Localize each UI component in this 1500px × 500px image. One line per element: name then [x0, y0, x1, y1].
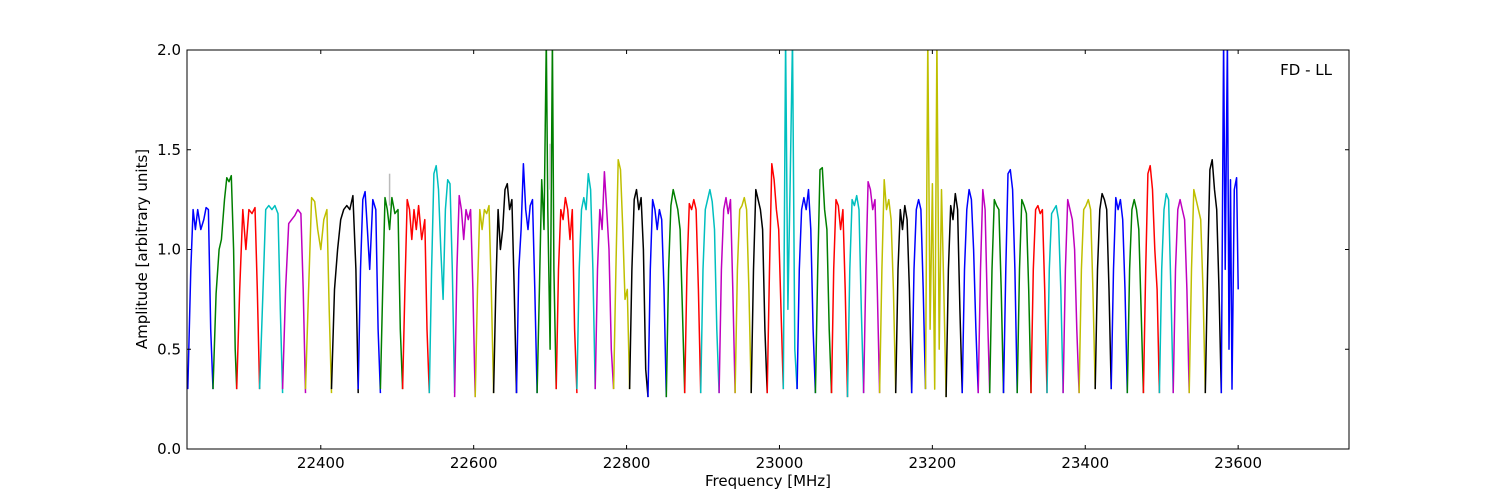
y-tick-label: 2.0 — [157, 41, 181, 59]
series-line-16 — [555, 196, 578, 394]
series-line-22 — [665, 188, 686, 398]
series-line-30 — [796, 188, 817, 394]
series-line-34 — [862, 180, 881, 394]
series-line-42 — [988, 198, 1005, 394]
series-line-50 — [1110, 196, 1129, 394]
series-line-0 — [187, 206, 214, 390]
series-line-32 — [830, 198, 849, 398]
series-line-56 — [1204, 158, 1223, 394]
series-line-14 — [515, 162, 538, 394]
series-line-41 — [977, 188, 991, 394]
series-line-55 — [1188, 188, 1207, 394]
series-line-44 — [1016, 198, 1032, 394]
x-tick-label: 22600 — [450, 454, 498, 472]
x-tick-label: 22800 — [603, 454, 651, 472]
series-line-21 — [647, 198, 668, 398]
series-line-37 — [910, 198, 927, 394]
series-line-27 — [750, 188, 768, 394]
x-tick-label: 23000 — [756, 454, 804, 472]
series-line-20 — [628, 188, 649, 398]
spike-layer — [388, 143, 551, 206]
series-line-2 — [235, 206, 261, 390]
series-line-6 — [330, 194, 359, 394]
series-line-13 — [492, 182, 518, 394]
series-line-36 — [894, 204, 913, 394]
series-line-47 — [1062, 198, 1080, 394]
series-line-28 — [766, 162, 785, 394]
series-line-10 — [428, 164, 456, 394]
series-line-57 — [1220, 50, 1239, 394]
y-tick-label: 1.5 — [157, 141, 181, 159]
series-line-35 — [878, 178, 897, 394]
x-tick-label: 22400 — [297, 454, 345, 472]
series-line-23 — [683, 198, 702, 394]
series-line-3 — [258, 204, 284, 394]
series-line-8 — [379, 196, 404, 390]
series-line-7 — [357, 190, 382, 394]
series-line-40 — [961, 188, 979, 394]
series-line-48 — [1078, 198, 1096, 394]
series-line-12 — [474, 204, 495, 398]
series-line-26 — [734, 196, 752, 394]
series-line-19 — [612, 158, 631, 390]
series-line-24 — [699, 188, 720, 394]
x-tick-label: 23200 — [909, 454, 957, 472]
series-line-18 — [594, 170, 615, 390]
x-axis-label: Frequency [MHz] — [705, 472, 831, 490]
series-line-29 — [782, 50, 798, 390]
series-line-45 — [1030, 204, 1048, 394]
series-line-11 — [453, 194, 476, 398]
series-line-38 — [924, 50, 947, 398]
series-line-9 — [401, 198, 431, 394]
x-tick-label: 23600 — [1214, 454, 1262, 472]
series-line-5 — [304, 196, 333, 394]
series-line-31 — [814, 166, 833, 394]
annotation-label: FD - LL — [1280, 61, 1332, 79]
series-line-43 — [1002, 168, 1018, 394]
y-tick-label: 0.0 — [157, 440, 181, 458]
series-layer — [187, 50, 1239, 398]
series-line-1 — [212, 174, 238, 390]
series-line-53 — [1158, 192, 1174, 394]
series-line-39 — [945, 192, 963, 398]
series-line-17 — [576, 172, 596, 390]
y-axis-label: Amplitude [arbitrary units] — [133, 149, 151, 349]
tick-layer: 22400 22600 22800 23000 23200 23400 23600 0.0 0.… — [157, 41, 1349, 472]
series-line-46 — [1046, 204, 1064, 394]
series-line-51 — [1126, 198, 1145, 394]
series-line-4 — [281, 208, 307, 394]
series-line-25 — [718, 196, 736, 394]
y-tick-label: 0.5 — [157, 340, 181, 358]
series-line-33 — [846, 194, 865, 398]
series-line-49 — [1094, 192, 1112, 390]
x-tick-label: 23400 — [1061, 454, 1109, 472]
y-tick-label: 1.0 — [157, 241, 181, 259]
series-line-54 — [1172, 198, 1190, 394]
series-line-15 — [536, 50, 557, 394]
series-line-52 — [1142, 164, 1161, 394]
